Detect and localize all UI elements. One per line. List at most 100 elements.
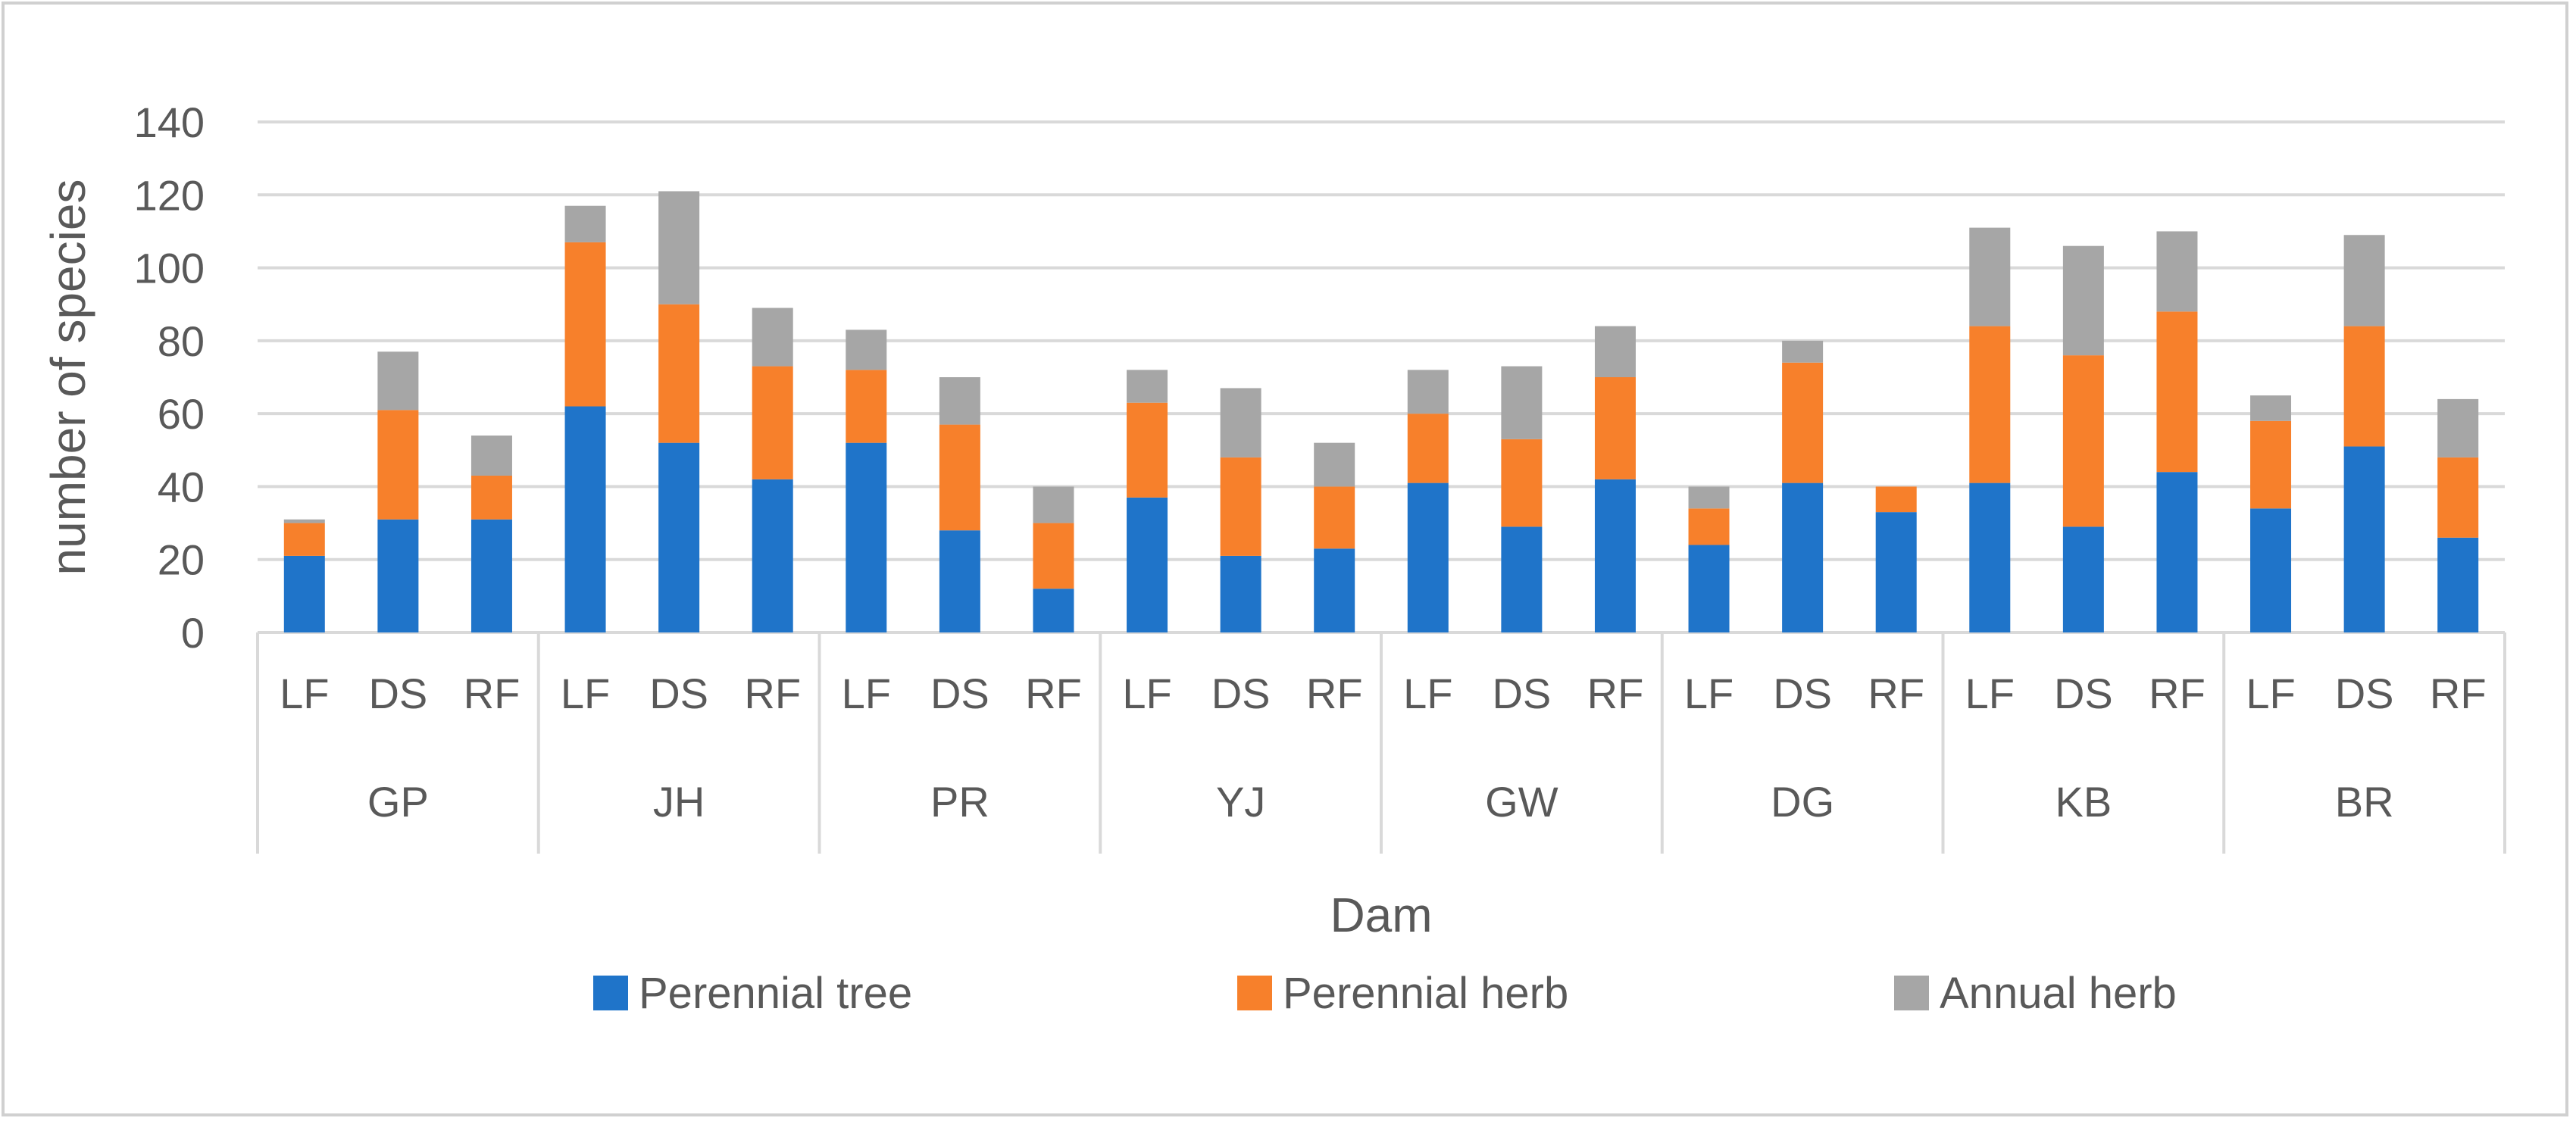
bar-segment-perennial-herb — [564, 242, 606, 407]
x-subcategory-label: LF — [1965, 670, 2015, 717]
x-subcategory-label: LF — [280, 670, 329, 717]
bar-segment-perennial-tree — [939, 530, 980, 632]
bar-segment-perennial-tree — [1127, 497, 1168, 632]
x-subcategory-label: DS — [2335, 670, 2394, 717]
x-subcategory-label: DS — [1211, 670, 1271, 717]
bar-segment-annual-herb — [1501, 366, 1543, 439]
bar-segment-perennial-herb — [1127, 402, 1168, 498]
bar-segment-annual-herb — [846, 329, 887, 370]
bar-segment-annual-herb — [470, 436, 512, 476]
x-subcategory-label: DS — [930, 670, 989, 717]
x-axis: LF DS RF GP LF DS RF JH LF DS RF PR LF DS RF YJ LF DS RF GW… — [256, 632, 2506, 854]
x-subcategory-label: DS — [1773, 670, 1832, 717]
legend-label: Annual herb — [1940, 969, 2177, 1018]
bar-segment-perennial-herb — [2343, 326, 2385, 447]
bar-segment-perennial-herb — [2156, 311, 2198, 473]
bar-segment-perennial-tree — [2156, 472, 2198, 632]
legend-label: Perennial herb — [1283, 969, 1568, 1018]
bar-segment-annual-herb — [1594, 326, 1636, 377]
bar-segment-annual-herb — [658, 191, 700, 304]
bar-segment-annual-herb — [1782, 340, 1824, 363]
bar-segment-perennial-herb — [846, 370, 887, 443]
x-subcategory-label: RF — [1587, 670, 1644, 717]
x-group-label: DG — [1771, 778, 1834, 826]
x-group-label: YJ — [1216, 778, 1265, 826]
x-group-label: KB — [2055, 778, 2112, 826]
x-group-label: BR — [2335, 778, 2394, 826]
x-subcategory-label: LF — [842, 670, 891, 717]
x-subcategory-label: RF — [1025, 670, 1082, 717]
x-group-label: GP — [367, 778, 429, 826]
bar-segment-annual-herb — [1127, 370, 1168, 403]
bar-segment-perennial-herb — [1688, 508, 1730, 545]
bar-segment-perennial-herb — [1594, 377, 1636, 479]
legend-swatch — [593, 976, 628, 1010]
x-subcategory-label: RF — [2430, 670, 2487, 717]
bar-segment-perennial-herb — [2437, 457, 2479, 538]
bar-segment-perennial-tree — [2343, 446, 2385, 632]
bar-segment-annual-herb — [1314, 442, 1355, 487]
bar-segment-perennial-tree — [377, 519, 419, 632]
bar-segment-perennial-herb — [1969, 326, 2011, 483]
y-axis-ticks: 0 20 40 60 80 100 120 140 — [134, 98, 205, 657]
bar-segment-perennial-tree — [1033, 589, 1074, 632]
bar-segment-annual-herb — [752, 308, 793, 367]
bar-segment-perennial-tree — [1407, 482, 1449, 632]
bar-segment-perennial-herb — [1407, 414, 1449, 483]
x-subcategory-label: DS — [649, 670, 708, 717]
bar-segment-perennial-tree — [658, 442, 700, 632]
y-axis-label: number of species — [41, 180, 95, 576]
y-tick-label: 0 — [181, 609, 205, 657]
y-tick-label: 100 — [134, 245, 205, 292]
y-tick-label: 60 — [158, 390, 205, 438]
bar-segment-perennial-herb — [377, 410, 419, 520]
bar-segment-perennial-tree — [846, 442, 887, 632]
x-axis-label: Dam — [1330, 888, 1432, 942]
x-subcategory-label: LF — [1684, 670, 1733, 717]
legend: Perennial tree Perennial herb Annual herb — [593, 969, 2177, 1018]
bar-segment-perennial-herb — [1501, 439, 1543, 527]
bar-segment-perennial-tree — [564, 406, 606, 632]
bar-segment-annual-herb — [283, 519, 325, 523]
bar-segment-perennial-tree — [1220, 555, 1261, 632]
x-subcategory-label: LF — [2246, 670, 2295, 717]
bar-segment-annual-herb — [1688, 486, 1730, 509]
bar-segment-annual-herb — [377, 351, 419, 411]
bar-segment-annual-herb — [939, 377, 980, 425]
bar-segment-perennial-herb — [283, 523, 325, 556]
x-subcategory-label: DS — [1492, 670, 1551, 717]
bar-segment-perennial-tree — [1594, 479, 1636, 632]
bar-segment-perennial-herb — [1033, 523, 1074, 589]
legend-label: Perennial tree — [639, 969, 912, 1018]
x-group-label: PR — [930, 778, 989, 826]
bar-segment-perennial-tree — [1314, 548, 1355, 632]
bar-segment-perennial-herb — [2250, 420, 2292, 509]
x-subcategory-label: DS — [368, 670, 427, 717]
bar-segment-perennial-herb — [1314, 486, 1355, 549]
bar-segment-perennial-tree — [2062, 526, 2104, 632]
bar-segment-annual-herb — [2437, 398, 2479, 457]
bar-segment-perennial-tree — [283, 555, 325, 632]
x-subcategory-label: RF — [744, 670, 801, 717]
bar-segment-annual-herb — [564, 205, 606, 242]
legend-swatch — [1894, 976, 1929, 1010]
x-subcategory-label: RF — [1868, 670, 1924, 717]
x-group-label: JH — [653, 778, 705, 826]
bar-segment-perennial-herb — [2062, 355, 2104, 527]
bar-segment-annual-herb — [2156, 231, 2198, 312]
bar-segment-perennial-tree — [1782, 482, 1824, 632]
bar-segment-perennial-tree — [1875, 512, 1917, 632]
bar-segment-perennial-tree — [1688, 545, 1730, 632]
bar-segment-annual-herb — [1407, 370, 1449, 414]
y-tick-label: 80 — [158, 317, 205, 365]
bar-segment-annual-herb — [2343, 235, 2385, 326]
x-subcategory-label: RF — [2149, 670, 2206, 717]
y-tick-label: 20 — [158, 536, 205, 584]
x-subcategory-label: LF — [1403, 670, 1452, 717]
bar-segment-perennial-herb — [1220, 457, 1261, 556]
bar-segment-perennial-tree — [2250, 508, 2292, 632]
bar-segment-perennial-herb — [1782, 362, 1824, 483]
bar-segment-perennial-herb — [939, 424, 980, 531]
bar-segment-perennial-herb — [470, 475, 512, 520]
